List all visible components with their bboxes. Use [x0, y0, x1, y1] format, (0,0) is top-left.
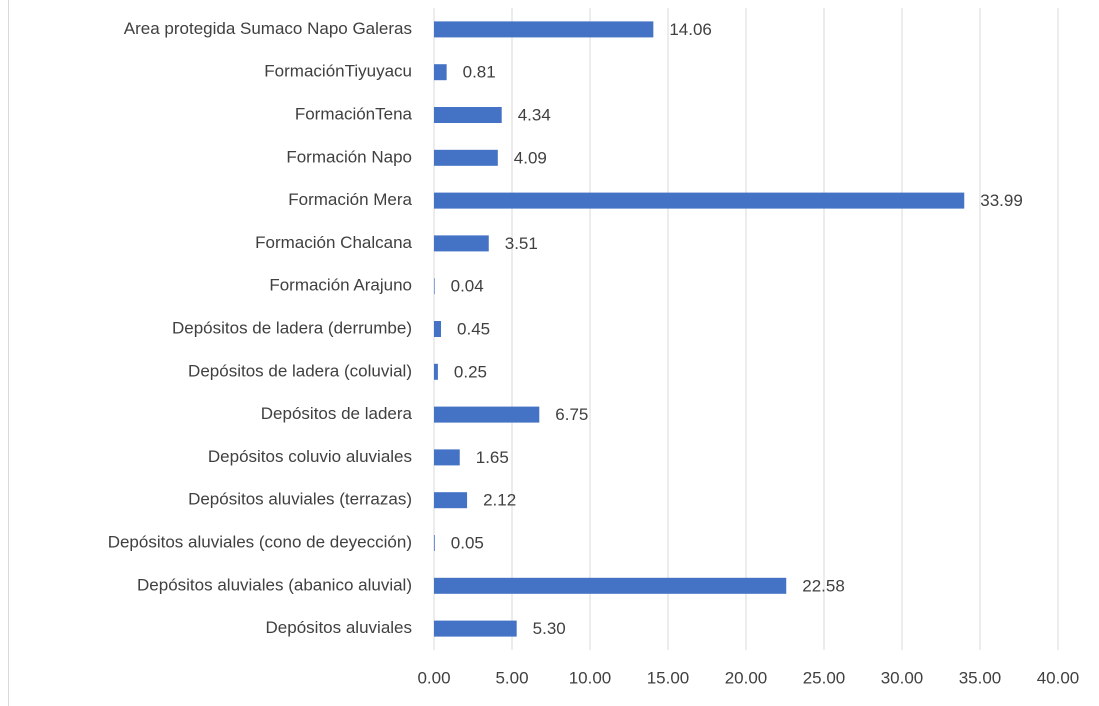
y-tick-label: Depósitos de ladera (coluvial)	[188, 361, 412, 380]
y-tick-label: FormaciónTiyuyacu	[264, 62, 412, 81]
data-label: 0.05	[451, 533, 484, 552]
data-label: 4.09	[514, 148, 547, 167]
bar	[434, 492, 468, 509]
x-tick-label: 15.00	[647, 668, 690, 687]
x-tick-label: 35.00	[959, 668, 1002, 687]
x-tick-label: 20.00	[725, 668, 768, 687]
bar	[434, 406, 540, 423]
x-tick-label: 5.00	[495, 668, 528, 687]
data-label: 6.75	[555, 405, 588, 424]
data-label: 0.45	[457, 319, 490, 338]
bar	[434, 278, 435, 295]
y-tick-label: Formación Mera	[288, 190, 412, 209]
y-tick-label: Formación Napo	[286, 147, 412, 166]
data-label: 0.04	[451, 277, 484, 296]
x-tick-label: 0.00	[417, 668, 450, 687]
bar	[434, 149, 498, 166]
x-tick-label: 30.00	[881, 668, 924, 687]
y-tick-label: Depósitos de ladera (derrumbe)	[172, 318, 412, 337]
data-label: 4.34	[518, 105, 551, 124]
y-tick-label: Area protegida Sumaco Napo Galeras	[124, 19, 412, 38]
data-label: 22.58	[802, 576, 845, 595]
bar	[434, 535, 435, 551]
bar	[434, 21, 654, 38]
data-label: 33.99	[980, 191, 1023, 210]
bar	[434, 192, 965, 209]
y-tick-label: Depósitos de ladera	[261, 404, 413, 423]
bar	[434, 449, 460, 466]
y-tick-label: Depósitos aluviales (cono de deyección)	[108, 532, 412, 551]
y-tick-label: Depósitos aluviales	[266, 618, 412, 637]
bar	[434, 620, 517, 637]
y-tick-label: FormaciónTena	[295, 104, 413, 123]
y-tick-label: Depósitos aluviales (abanico aluvial)	[137, 575, 412, 594]
y-tick-label: Depósitos coluvio aluviales	[208, 447, 412, 466]
x-tick-label: 40.00	[1037, 668, 1080, 687]
chart-border	[8, 0, 9, 706]
data-label: 14.06	[669, 20, 712, 39]
bar	[434, 64, 447, 81]
bar	[434, 363, 438, 380]
data-label: 5.30	[533, 619, 566, 638]
data-label: 0.81	[463, 63, 496, 82]
data-label: 0.25	[454, 362, 487, 381]
data-label: 3.51	[505, 234, 538, 253]
bar	[434, 577, 787, 594]
x-tick-label: 10.00	[569, 668, 612, 687]
bar	[434, 107, 502, 123]
y-tick-label: Formación Chalcana	[255, 233, 412, 252]
x-tick-label: 25.00	[803, 668, 846, 687]
y-tick-label: Depósitos aluviales (terrazas)	[188, 490, 412, 509]
data-label: 2.12	[483, 491, 516, 510]
y-tick-label: Formación Arajuno	[269, 276, 412, 295]
bar	[434, 235, 489, 252]
bar	[434, 321, 442, 337]
data-label: 1.65	[476, 448, 509, 467]
